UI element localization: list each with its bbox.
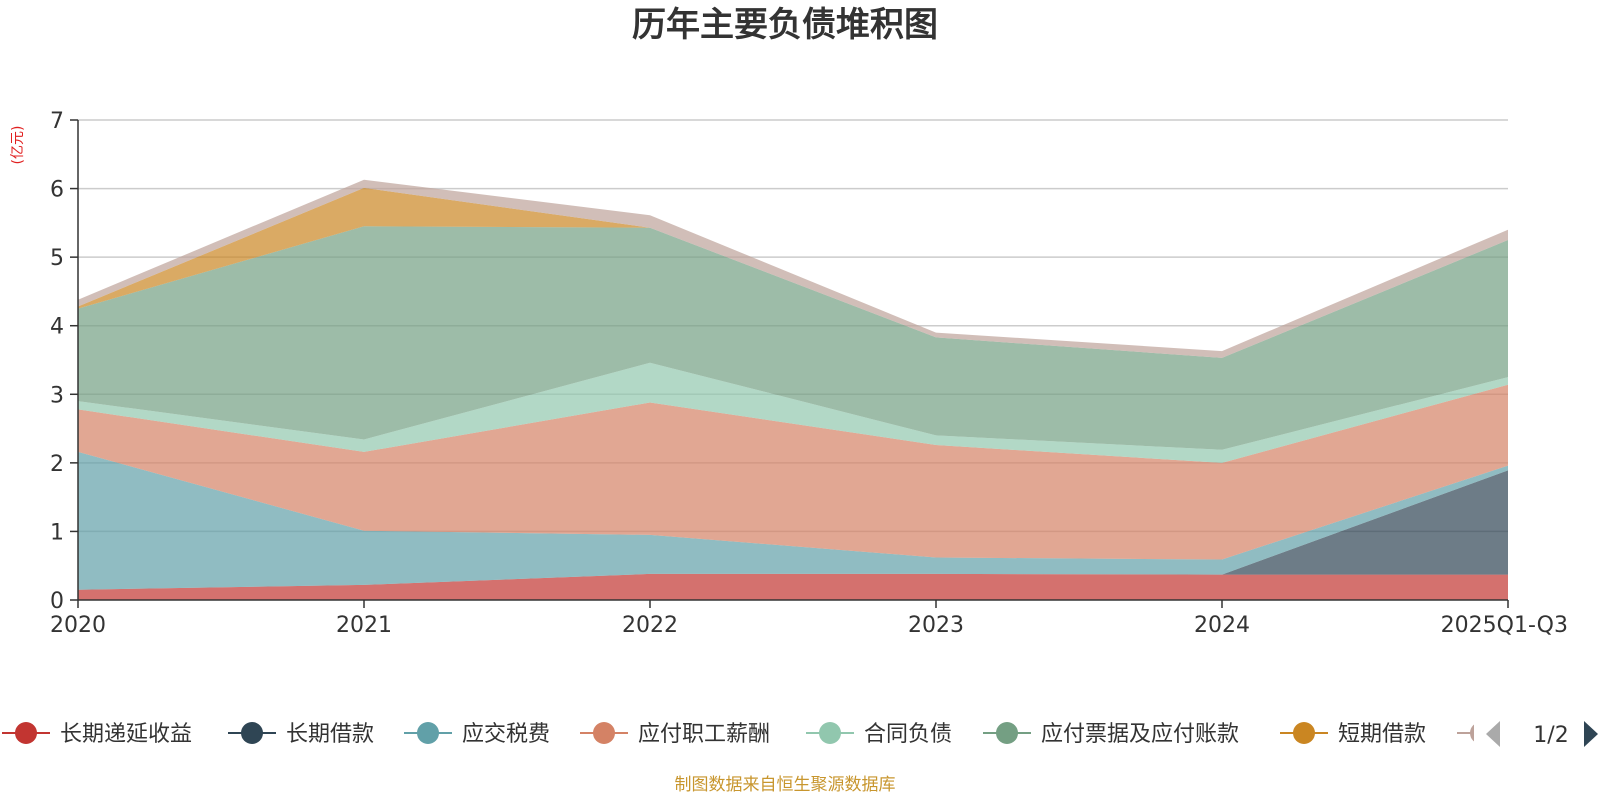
legend[interactable]: 长期递延收益 长期借款 应交税费 应付职工薪酬 合同负债 应付票据及应付账款 短期借款 1/2 [2, 715, 1600, 755]
legend-prev-page-icon[interactable] [1486, 721, 1500, 747]
legend-marker [15, 722, 37, 744]
legend-label: 短期借款 [1338, 722, 1426, 747]
y-tick-label: 7 [50, 109, 64, 134]
y-tick-label: 4 [50, 315, 64, 340]
legend-label: 应付职工薪酬 [638, 722, 770, 747]
x-tick-label: 2023 [908, 613, 964, 638]
legend-item-短期借款[interactable]: 短期借款 [1280, 722, 1426, 747]
area-series-应付票据及应付账款 [78, 226, 1508, 450]
legend-label: 长期递延收益 [60, 722, 192, 747]
y-tick-label: 3 [50, 383, 64, 408]
area-series-合同负债 [78, 362, 1508, 463]
legend-marker [996, 722, 1018, 744]
legend-marker [819, 722, 841, 744]
legend-page-indicator: 1/2 [1533, 723, 1568, 748]
legend-item-长期借款[interactable]: 长期借款 [228, 722, 374, 747]
area-series-layer [78, 179, 1508, 600]
y-tick-label: 1 [50, 520, 64, 545]
area-series-长期递延收益 [78, 573, 1508, 600]
x-tick-label: 2020 [50, 613, 106, 638]
legend-label: 应交税费 [462, 722, 550, 747]
y-tick-label: 2 [50, 452, 64, 477]
area-series-应交税费 [78, 451, 1508, 590]
legend-item-应交税费[interactable]: 应交税费 [404, 722, 550, 747]
y-tick-label: 0 [50, 589, 64, 614]
data-source-note: 制图数据来自恒生聚源数据库 [675, 775, 896, 795]
y-axis-unit-label: (亿元) [10, 126, 26, 165]
legend-marker [593, 722, 615, 744]
legend-item-应付职工薪酬[interactable]: 应付职工薪酬 [580, 722, 770, 747]
legend-next-page-icon[interactable] [1584, 721, 1598, 747]
legend-marker [1293, 722, 1315, 744]
y-tick-label: 6 [50, 178, 64, 203]
area-series-应付职工薪酬 [78, 384, 1508, 560]
axes: 0 1 2 3 4 5 6 7 2020 2021 2022 2023 2024 2025Q1-Q3 [50, 109, 1568, 638]
x-tick-label: 2024 [1194, 613, 1250, 638]
x-tick-label: 2022 [622, 613, 678, 638]
x-tick-label: 2021 [336, 613, 392, 638]
y-tick-label: 5 [50, 246, 64, 271]
legend-item-合同负债[interactable]: 合同负债 [806, 722, 952, 747]
legend-item-长期递延收益[interactable]: 长期递延收益 [2, 722, 192, 747]
legend-label: 应付票据及应付账款 [1041, 722, 1239, 747]
x-tick-label: 2025Q1-Q3 [1441, 613, 1568, 638]
legend-item-应付票据及应付账款[interactable]: 应付票据及应付账款 [983, 722, 1239, 747]
legend-label: 合同负债 [864, 722, 952, 747]
chart-title: 历年主要负债堆积图 [632, 5, 938, 45]
legend-marker [417, 722, 439, 744]
legend-marker [241, 722, 263, 744]
legend-label: 长期借款 [286, 722, 374, 747]
